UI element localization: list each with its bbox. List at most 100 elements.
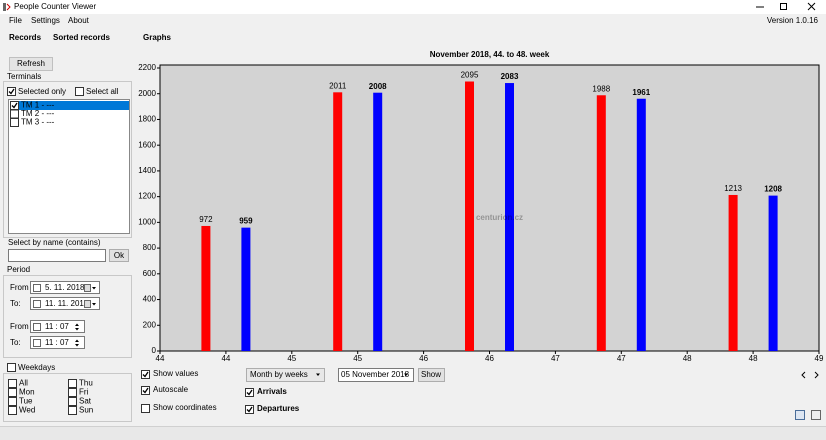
terminal-item[interactable]: TM 1 - --- bbox=[21, 101, 55, 110]
picker-check[interactable] bbox=[33, 300, 41, 308]
nav-right[interactable] bbox=[814, 371, 819, 379]
calendar-icon[interactable] bbox=[84, 284, 91, 292]
field-label: From bbox=[10, 322, 29, 331]
day-label[interactable]: Tue bbox=[19, 397, 33, 406]
y-tick-label: 200 bbox=[143, 320, 157, 329]
tool-icon[interactable] bbox=[811, 410, 821, 420]
refresh-button[interactable] bbox=[9, 57, 53, 71]
show-button[interactable] bbox=[418, 368, 445, 382]
checkbox[interactable] bbox=[10, 118, 19, 127]
checkbox[interactable] bbox=[75, 87, 84, 96]
checkbox-label[interactable]: Autoscale bbox=[153, 385, 189, 394]
checkbox[interactable] bbox=[68, 406, 77, 415]
checkmark bbox=[8, 88, 15, 95]
x-tick-label: 46 bbox=[485, 354, 494, 363]
checkbox[interactable] bbox=[7, 87, 16, 96]
checkbox[interactable] bbox=[68, 379, 77, 388]
day-label[interactable]: Mon bbox=[19, 388, 35, 397]
y-tick-label: 800 bbox=[143, 243, 157, 252]
checkbox[interactable] bbox=[245, 405, 254, 414]
tab[interactable]: Graphs bbox=[143, 33, 172, 42]
maximize-icon[interactable] bbox=[780, 3, 787, 10]
checkbox-label[interactable]: Weekdays bbox=[18, 363, 55, 372]
x-tick-label: 48 bbox=[683, 354, 692, 363]
date-picker[interactable] bbox=[338, 368, 414, 382]
y-tick-label: 2200 bbox=[138, 63, 156, 72]
dropdown-arrow bbox=[92, 303, 96, 306]
checkbox[interactable] bbox=[68, 388, 77, 397]
picker-check[interactable] bbox=[33, 323, 41, 331]
picker-check[interactable] bbox=[33, 339, 41, 347]
picker-check[interactable] bbox=[33, 284, 41, 292]
day-label[interactable]: Wed bbox=[19, 406, 35, 415]
mode-dropdown[interactable] bbox=[246, 368, 325, 382]
day-label[interactable]: Fri bbox=[79, 388, 89, 397]
day-label[interactable]: All bbox=[19, 379, 28, 388]
checkbox[interactable] bbox=[7, 363, 16, 372]
checkbox[interactable] bbox=[141, 386, 150, 395]
spin-arrows[interactable] bbox=[75, 323, 79, 331]
checkbox-label[interactable]: Selected only bbox=[18, 87, 66, 96]
checkbox[interactable] bbox=[141, 370, 150, 379]
legend-entry[interactable]: Arrivals bbox=[257, 387, 287, 396]
app-icon bbox=[3, 3, 6, 11]
picker-box[interactable] bbox=[30, 281, 100, 294]
y-tick-label: 0 bbox=[152, 346, 157, 355]
checkbox[interactable] bbox=[8, 379, 17, 388]
y-tick-label: 400 bbox=[143, 295, 157, 304]
menu-item[interactable]: File bbox=[9, 16, 22, 25]
day-label[interactable]: Sat bbox=[79, 397, 92, 406]
picker-box[interactable] bbox=[30, 320, 85, 333]
menu-item[interactable]: About bbox=[68, 16, 90, 25]
nav-left[interactable] bbox=[801, 371, 806, 379]
bar bbox=[333, 92, 343, 352]
period-label: Period bbox=[7, 265, 30, 274]
x-tick-label: 47 bbox=[551, 354, 560, 363]
y-tick-label: 1400 bbox=[138, 166, 156, 175]
calendar-icon[interactable] bbox=[84, 300, 91, 308]
menu-item[interactable]: Settings bbox=[31, 16, 60, 25]
tab[interactable]: Records bbox=[9, 33, 42, 42]
watermark: centurion.cz bbox=[476, 213, 523, 222]
picker-value: 5. 11. 2018 bbox=[45, 283, 85, 292]
checkbox[interactable] bbox=[8, 397, 17, 406]
search-input[interactable] bbox=[8, 249, 106, 262]
terminal-item[interactable]: TM 3 - --- bbox=[21, 118, 55, 127]
checkbox-label[interactable]: Select all bbox=[86, 87, 119, 96]
dropdown-arrow bbox=[316, 373, 320, 376]
value-label: 959 bbox=[239, 217, 253, 226]
day-label[interactable]: Thu bbox=[79, 379, 93, 388]
spin-arrows[interactable] bbox=[75, 339, 79, 347]
checkbox-label[interactable]: Show coordinates bbox=[153, 403, 217, 412]
y-tick-label: 600 bbox=[143, 269, 157, 278]
checkbox[interactable] bbox=[68, 397, 77, 406]
checkbox[interactable] bbox=[8, 406, 17, 415]
bar bbox=[636, 98, 646, 352]
terminal-item[interactable]: TM 2 - --- bbox=[21, 109, 55, 118]
close-icon[interactable] bbox=[807, 2, 816, 11]
checkbox[interactable] bbox=[141, 404, 150, 413]
checkmark bbox=[246, 389, 253, 396]
picker-box[interactable] bbox=[30, 297, 100, 310]
version-label: Version 1.0.16 bbox=[767, 16, 819, 25]
picker-value: 11 : 07 bbox=[45, 338, 69, 347]
terminal-list bbox=[8, 99, 130, 234]
checkbox[interactable] bbox=[8, 388, 17, 397]
selected-row bbox=[10, 101, 129, 110]
tab[interactable]: Sorted records bbox=[53, 33, 110, 42]
checkbox[interactable] bbox=[10, 101, 19, 110]
refresh-label: Refresh bbox=[17, 59, 45, 68]
value-label: 972 bbox=[199, 215, 213, 224]
ok-button[interactable] bbox=[109, 249, 129, 262]
checkmark bbox=[11, 102, 18, 109]
checkbox[interactable] bbox=[245, 388, 254, 397]
picker-box[interactable] bbox=[30, 336, 85, 349]
legend-entry[interactable]: Departures bbox=[257, 404, 300, 413]
ok-label: Ok bbox=[114, 251, 125, 260]
checkbox-label[interactable]: Show values bbox=[153, 369, 198, 378]
x-tick-label: 46 bbox=[419, 354, 428, 363]
day-label[interactable]: Sun bbox=[79, 406, 93, 415]
checkbox[interactable] bbox=[10, 109, 19, 119]
tool-icon[interactable] bbox=[795, 410, 805, 420]
bar bbox=[465, 81, 474, 351]
